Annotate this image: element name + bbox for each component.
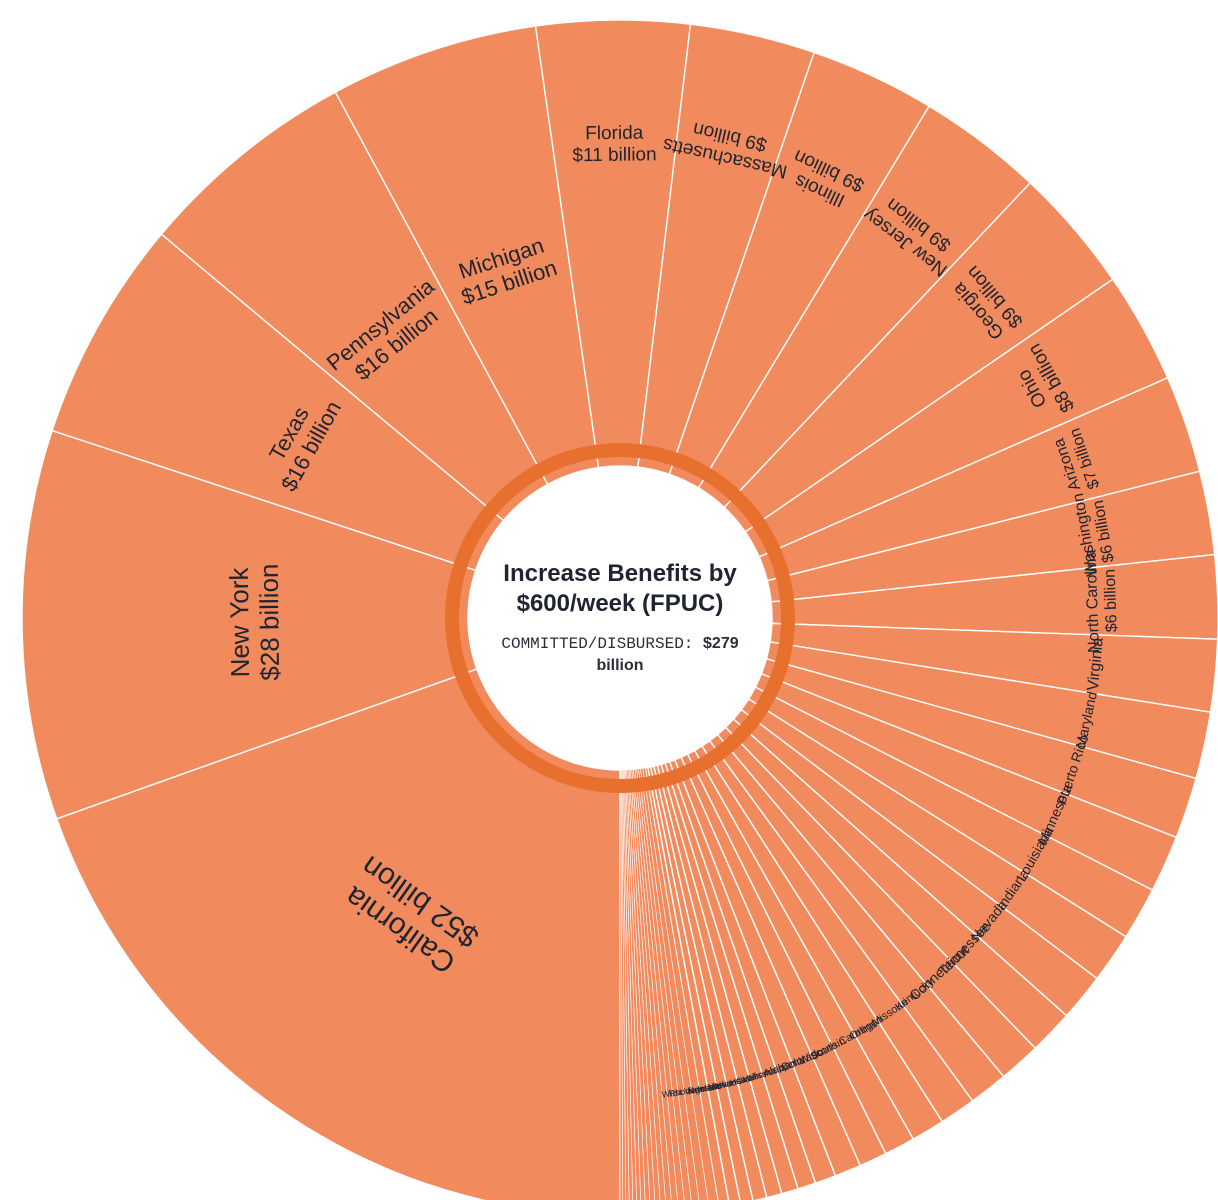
committed-label: COMMITTED/DISBURSED:: [501, 635, 693, 653]
center-info-box: Increase Benefits by $600/week (FPUC) CO…: [477, 475, 763, 761]
sunburst-chart: California: $52 billionNew York: $28 bil…: [0, 0, 1218, 1200]
center-subtext: COMMITTED/DISBURSED: $279 billion: [497, 633, 743, 678]
center-heading: Increase Benefits by $600/week (FPUC): [497, 559, 743, 619]
